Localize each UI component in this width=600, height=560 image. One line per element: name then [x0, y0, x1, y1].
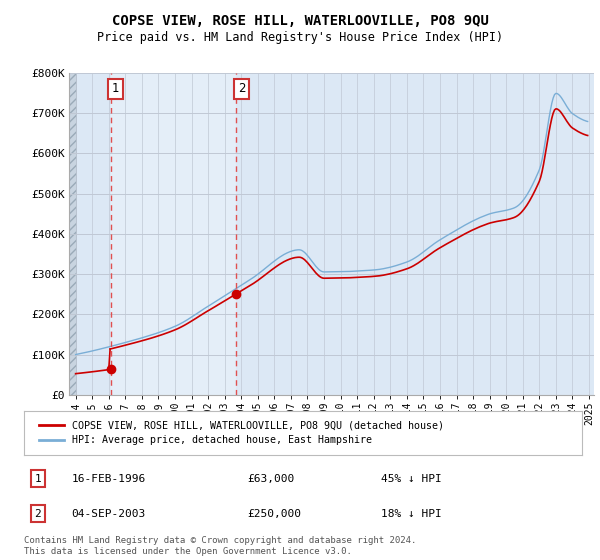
Text: £63,000: £63,000	[247, 474, 295, 484]
Text: 2: 2	[35, 509, 41, 519]
Text: 1: 1	[35, 474, 41, 484]
Text: £250,000: £250,000	[247, 509, 301, 519]
Text: 2: 2	[238, 82, 245, 95]
Bar	[67, 73, 76, 395]
Text: 45% ↓ HPI: 45% ↓ HPI	[381, 474, 442, 484]
Text: COPSE VIEW, ROSE HILL, WATERLOOVILLE, PO8 9QU: COPSE VIEW, ROSE HILL, WATERLOOVILLE, PO…	[112, 14, 488, 28]
Legend: COPSE VIEW, ROSE HILL, WATERLOOVILLE, PO8 9QU (detached house), HPI: Average pri: COPSE VIEW, ROSE HILL, WATERLOOVILLE, PO…	[35, 417, 448, 449]
Text: 18% ↓ HPI: 18% ↓ HPI	[381, 509, 442, 519]
Bar	[111, 73, 236, 395]
Text: 04-SEP-2003: 04-SEP-2003	[71, 509, 146, 519]
Text: 1: 1	[112, 82, 119, 95]
Text: Contains HM Land Registry data © Crown copyright and database right 2024.
This d: Contains HM Land Registry data © Crown c…	[24, 536, 416, 556]
Text: 16-FEB-1996: 16-FEB-1996	[71, 474, 146, 484]
Text: Price paid vs. HM Land Registry's House Price Index (HPI): Price paid vs. HM Land Registry's House …	[97, 31, 503, 44]
